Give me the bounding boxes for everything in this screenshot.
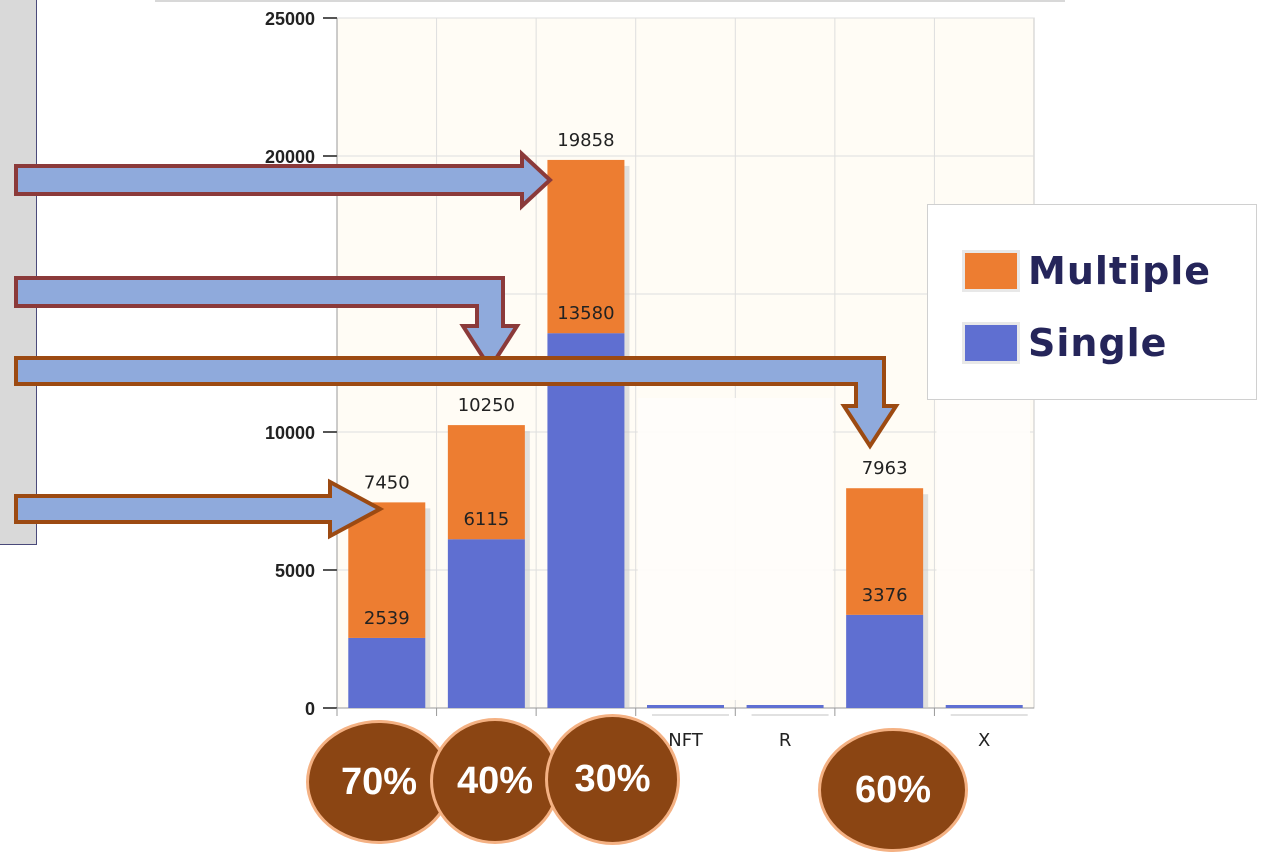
bar-single-5	[746, 705, 824, 708]
legend-item-single: Single	[962, 321, 1167, 365]
bar-single-1	[348, 637, 426, 708]
arrow-to-bar-1-total	[14, 478, 385, 540]
bar-multiple-6	[846, 488, 924, 615]
arrow-to-bar-2-total	[14, 276, 521, 372]
bar-single-label-1: 2539	[364, 608, 410, 629]
bar-total-label-6: 7963	[862, 458, 908, 479]
x-tick-label: X	[978, 730, 990, 751]
y-tick-label: 5000	[275, 561, 315, 581]
legend-label-single: Single	[1028, 321, 1168, 365]
legend-item-multiple: Multiple	[962, 249, 1211, 293]
bar-shadow	[652, 714, 729, 716]
bar-single-4	[647, 705, 724, 708]
percent-badge-60: 60%	[818, 728, 968, 852]
bar-total-label-1: 7450	[364, 472, 410, 493]
bar-single-label-3: 13580	[557, 303, 614, 324]
bar-single-6	[846, 614, 924, 708]
legend-swatch-multiple	[962, 250, 1020, 292]
arrow-to-bar-3-total	[14, 149, 553, 211]
y-tick-label: 0	[305, 699, 315, 719]
percent-badge-30: 30%	[545, 714, 680, 845]
bar-shadow	[950, 714, 1028, 716]
bar-total-label-2: 10250	[458, 395, 515, 416]
percent-badge-40: 40%	[430, 718, 560, 844]
x-tick-label: NFT	[668, 730, 704, 751]
bar-total-label-3: 19858	[557, 130, 614, 151]
overlay-mask	[637, 398, 833, 700]
bar-single-7	[945, 705, 1023, 708]
bar-single-label-2: 6115	[463, 509, 509, 530]
y-tick-label: 10000	[265, 423, 315, 443]
bar-multiple-3	[547, 159, 625, 334]
y-tick-label: 20000	[265, 147, 315, 167]
x-tick-label: R	[779, 730, 792, 751]
legend-swatch-single	[962, 322, 1020, 364]
bar-single-label-6: 3376	[862, 585, 908, 606]
chart-legend: Multiple Single	[927, 204, 1257, 400]
bar-multiple-1	[348, 502, 426, 638]
bar-shadow	[751, 714, 829, 716]
bar-multiple-2	[447, 425, 525, 540]
bar-single-3	[547, 333, 625, 708]
overlay-mask-right	[936, 398, 1030, 700]
legend-label-multiple: Multiple	[1028, 249, 1212, 293]
arrow-to-bar-6-total	[14, 356, 900, 450]
percent-badge-70: 70%	[306, 720, 452, 844]
y-tick-label: 25000	[265, 9, 315, 29]
bar-single-2	[447, 539, 525, 708]
side-panel	[0, 0, 37, 545]
